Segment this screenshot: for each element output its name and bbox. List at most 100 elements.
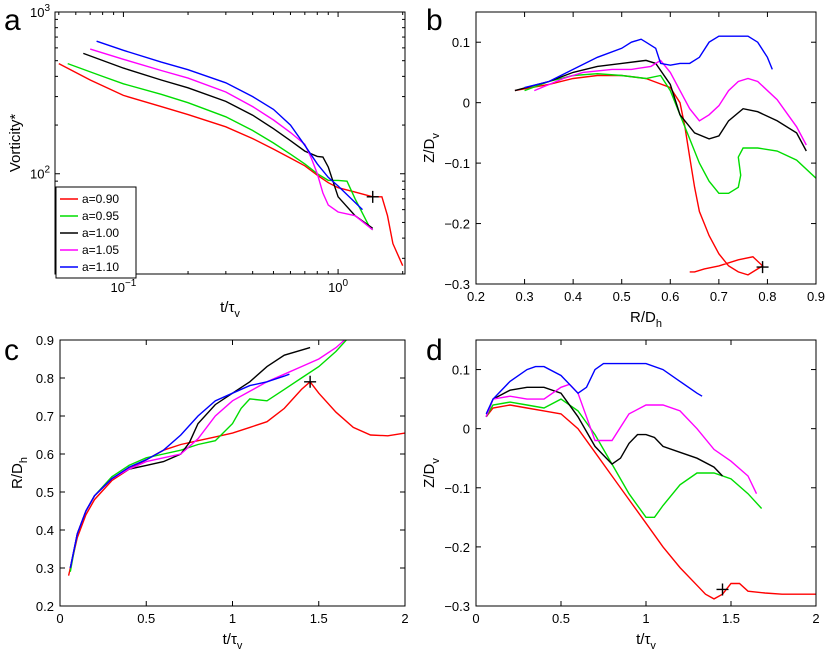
y-tick-label: 0.3 bbox=[36, 561, 54, 576]
series-line-a095 bbox=[524, 72, 816, 194]
series-line-a090 bbox=[58, 62, 404, 266]
x-tick-label: 0.5 bbox=[552, 611, 570, 626]
series-line-a110 bbox=[485, 362, 703, 415]
series-line-a090 bbox=[67, 380, 405, 576]
y-tick-label: 103 bbox=[30, 3, 50, 20]
legend-entry-label: a=0.90 bbox=[82, 192, 119, 206]
series-line-a100 bbox=[485, 386, 724, 477]
y-axis-label-main: Z/D bbox=[421, 139, 438, 163]
x-tick-label: 0.5 bbox=[137, 611, 155, 626]
x-axis-label-main: R/D bbox=[630, 309, 656, 326]
series-line-a090 bbox=[485, 404, 816, 600]
axes-frame bbox=[475, 339, 817, 607]
legend-entry-label: a=0.95 bbox=[82, 209, 119, 223]
x-tick-label: 1 bbox=[229, 611, 236, 626]
plus-marker bbox=[366, 190, 379, 203]
plus-marker bbox=[716, 583, 729, 596]
panel-label: b bbox=[426, 4, 443, 37]
x-axis-label: t/τv bbox=[636, 631, 656, 651]
legend: a=0.90 a=0.95 a=1.00 a=1.05 a=1.10 bbox=[55, 186, 137, 279]
y-tick-label: 0 bbox=[463, 422, 470, 437]
panel-a: 10−1 100102103t/τvVorticity*aa=0.90a=0.95… bbox=[4, 3, 406, 320]
x-axis-label-sub: h bbox=[656, 318, 662, 330]
panel-label: c bbox=[4, 334, 19, 367]
y-tick-label: 0.2 bbox=[36, 599, 54, 614]
y-tick-label: 0.9 bbox=[36, 333, 54, 348]
y-tick-exponent: 2 bbox=[44, 165, 50, 176]
x-axis-label: R/Dh bbox=[630, 309, 662, 330]
x-axis-label-main: t/τ bbox=[220, 299, 234, 316]
y-tick-label: 0.5 bbox=[36, 485, 54, 500]
x-tick-label: 0 bbox=[472, 611, 479, 626]
x-tick-label: 0.4 bbox=[564, 289, 582, 304]
y-tick-mantissa: 10 bbox=[30, 167, 44, 182]
axes-frame bbox=[59, 339, 406, 607]
x-tick-label: 0.9 bbox=[807, 289, 825, 304]
x-tick-mantissa: 10 bbox=[110, 280, 124, 295]
series-line-a095 bbox=[69, 340, 347, 572]
y-tick-label: −0.3 bbox=[444, 599, 470, 614]
y-tick-label: −0.2 bbox=[444, 540, 470, 555]
series-line-a095 bbox=[67, 62, 374, 231]
y-tick-label: 0.1 bbox=[452, 35, 470, 50]
plus-marker bbox=[756, 261, 769, 274]
y-tick-label: −0.1 bbox=[444, 156, 470, 171]
y-axis-label: Vorticity* bbox=[7, 114, 24, 173]
x-tick-exponent: 0 bbox=[343, 278, 349, 289]
legend-entry-label: a=1.10 bbox=[82, 260, 119, 274]
series-line-a105 bbox=[485, 383, 758, 495]
x-tick-label: 100 bbox=[328, 278, 348, 295]
y-axis-label-main: Vorticity* bbox=[7, 114, 24, 173]
y-axis-label-sub: h bbox=[18, 457, 30, 463]
panel-label: a bbox=[4, 4, 21, 37]
x-tick-label: 0.2 bbox=[467, 289, 485, 304]
y-tick-label: 0.6 bbox=[36, 447, 54, 462]
x-axis-label-sub: v bbox=[237, 640, 243, 651]
y-tick-exponent: 3 bbox=[44, 3, 50, 14]
panel-d: 0 0.5 1 1.5 2−0.3−0.2−0.100.1t/τvZ/Dvd bbox=[421, 334, 820, 651]
y-axis-label-sub: v bbox=[430, 133, 442, 139]
x-tick-exponent: −1 bbox=[125, 278, 137, 289]
panel-c: 0 0.5 1 1.5 2 0.2 0.3 0.4 0.5 0.6 0.7 0.8 0.9 t/τv R/D… bbox=[4, 333, 409, 651]
x-tick-label: 10−1 bbox=[110, 278, 136, 295]
y-tick-mantissa: 10 bbox=[30, 5, 44, 20]
y-axis-label-main: Z/D bbox=[421, 464, 438, 488]
legend-entry-label: a=1.05 bbox=[82, 243, 119, 257]
x-tick-label: 1.5 bbox=[310, 611, 328, 626]
y-tick-label: −0.1 bbox=[444, 481, 470, 496]
series-line-a110 bbox=[96, 40, 363, 211]
plus-marker bbox=[304, 375, 317, 388]
x-axis-label-sub: v bbox=[650, 640, 656, 651]
y-tick-label: 0.8 bbox=[36, 371, 54, 386]
x-tick-label: 2 bbox=[812, 611, 819, 626]
y-tick-label: 0.7 bbox=[36, 409, 54, 424]
x-tick-label: 0.3 bbox=[516, 289, 534, 304]
series-line-a100 bbox=[514, 59, 807, 152]
x-tick-label: 1 bbox=[642, 611, 649, 626]
x-tick-label: 1.5 bbox=[722, 611, 740, 626]
x-axis-label-sub: v bbox=[234, 308, 240, 320]
x-tick-label: 0.8 bbox=[758, 289, 776, 304]
axes-frame bbox=[475, 11, 817, 285]
series-line-a100 bbox=[83, 52, 374, 229]
y-tick-label: 0.4 bbox=[36, 523, 54, 538]
series-line-a110 bbox=[524, 35, 773, 89]
y-axis-label: Z/Dv bbox=[421, 458, 442, 488]
series-line-a095 bbox=[485, 398, 763, 518]
y-axis-label: Z/Dv bbox=[421, 133, 442, 163]
x-tick-label: 0.7 bbox=[710, 289, 728, 304]
series-line-a100 bbox=[69, 346, 311, 569]
series-line-a105 bbox=[89, 48, 374, 231]
y-tick-label: −0.2 bbox=[444, 217, 470, 232]
x-axis-label: t/τv bbox=[223, 631, 243, 651]
x-tick-label: 2 bbox=[401, 611, 408, 626]
x-tick-label: 0 bbox=[56, 611, 63, 626]
y-axis-label-sub: v bbox=[430, 458, 442, 464]
x-axis-label-main: t/τ bbox=[223, 631, 237, 648]
panel-label: d bbox=[426, 334, 443, 367]
y-axis-label: R/Dh bbox=[9, 457, 30, 489]
series-line-a110 bbox=[69, 373, 290, 569]
x-tick-label: 0.5 bbox=[613, 289, 631, 304]
y-axis-label-main: R/D bbox=[9, 463, 26, 489]
